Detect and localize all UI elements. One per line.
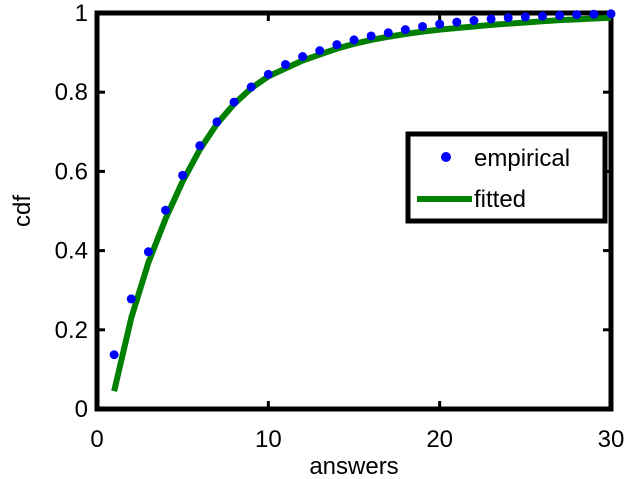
empirical-point <box>332 40 342 50</box>
x-axis-title: answers <box>309 453 398 479</box>
empirical-point <box>383 28 393 38</box>
empirical-point <box>298 52 308 62</box>
empirical-point <box>195 141 205 151</box>
y-tick-label: 0 <box>75 396 88 423</box>
x-tick-label: 10 <box>255 426 282 453</box>
empirical-point <box>572 10 582 20</box>
y-tick-label: 0.4 <box>55 238 88 265</box>
empirical-point <box>589 9 599 19</box>
empirical-point <box>126 294 136 304</box>
empirical-point <box>109 350 119 360</box>
empirical-point <box>435 19 445 29</box>
empirical-point <box>366 31 376 41</box>
legend-marker-empirical <box>441 152 451 162</box>
empirical-point <box>418 21 428 31</box>
empirical-point <box>280 59 290 69</box>
x-tick-label: 20 <box>426 426 453 453</box>
empirical-point <box>400 25 410 35</box>
empirical-point <box>246 82 256 92</box>
empirical-point <box>606 9 616 19</box>
empirical-point <box>486 14 496 24</box>
empirical-point <box>349 35 359 45</box>
empirical-point <box>452 17 462 27</box>
empirical-point <box>315 46 325 56</box>
legend-box <box>405 131 608 224</box>
legend-label-fitted: fitted <box>474 186 526 213</box>
empirical-point <box>178 170 188 180</box>
y-tick-label: 0.2 <box>55 317 88 344</box>
empirical-point <box>555 10 565 20</box>
empirical-point <box>212 117 222 127</box>
x-tick-label: 0 <box>90 426 103 453</box>
empirical-point <box>537 11 547 21</box>
y-tick-label: 0.8 <box>55 79 88 106</box>
y-tick-label: 1 <box>75 0 88 27</box>
fitted-line <box>111 14 612 392</box>
empirical-point <box>161 205 171 215</box>
x-tick-label: 30 <box>598 426 625 453</box>
empirical-point <box>263 69 273 79</box>
legend-label-empirical: empirical <box>474 145 570 172</box>
empirical-point <box>469 16 479 26</box>
empirical-point <box>503 13 513 23</box>
empirical-point <box>520 12 530 22</box>
y-axis-title: cdf <box>9 195 36 227</box>
empirical-point <box>143 247 153 257</box>
empirical-point <box>229 97 239 107</box>
y-tick-label: 0.6 <box>55 158 88 185</box>
